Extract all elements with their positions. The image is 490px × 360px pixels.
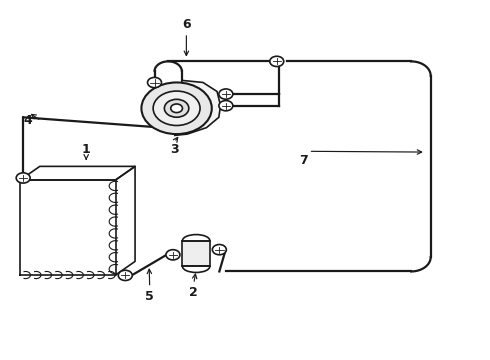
Text: 6: 6 (182, 18, 191, 31)
Text: 2: 2 (189, 287, 198, 300)
Polygon shape (175, 80, 220, 135)
Text: 5: 5 (146, 290, 154, 303)
Circle shape (219, 100, 233, 111)
Circle shape (164, 99, 189, 117)
Circle shape (153, 91, 200, 126)
Circle shape (16, 173, 30, 183)
Text: 4: 4 (23, 114, 32, 127)
Text: 1: 1 (82, 143, 91, 156)
Circle shape (171, 104, 182, 113)
Bar (182, 240, 210, 266)
Text: 3: 3 (170, 143, 178, 156)
Circle shape (219, 89, 233, 99)
Circle shape (142, 82, 212, 134)
Circle shape (166, 250, 180, 260)
Circle shape (147, 77, 162, 88)
Circle shape (270, 56, 284, 67)
Text: 7: 7 (299, 154, 308, 167)
Circle shape (212, 244, 226, 255)
Circle shape (118, 270, 132, 280)
